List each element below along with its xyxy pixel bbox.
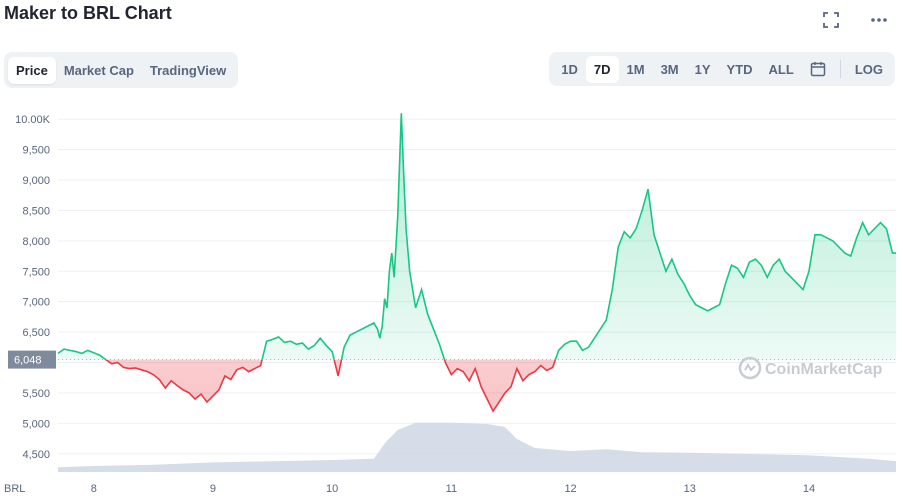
x-tick-label: 9 <box>210 483 216 495</box>
range-1y[interactable]: 1Y <box>694 61 711 77</box>
log-toggle[interactable]: LOG <box>854 61 883 77</box>
tab-price[interactable]: Price <box>8 56 56 84</box>
y-tick-label: 8,000 <box>22 236 50 248</box>
x-tick-label: 12 <box>564 483 576 495</box>
y-tick-label: 5,000 <box>22 418 50 430</box>
range-all[interactable]: ALL <box>768 61 794 77</box>
y-tick-label: 9,000 <box>22 175 50 187</box>
range-7d[interactable]: 7D <box>585 55 619 83</box>
x-tick-label: 14 <box>803 483 815 495</box>
price-area-down <box>58 359 896 412</box>
x-tick-label: 11 <box>446 483 457 495</box>
x-tick-label: 13 <box>684 483 696 495</box>
reference-label: 6,048 <box>14 355 42 367</box>
tab-tradingview[interactable]: TradingView <box>149 62 227 78</box>
calendar-icon[interactable] <box>802 57 834 81</box>
range-1m[interactable]: 1M <box>626 61 645 77</box>
y-tick-label: 8,500 <box>22 205 50 217</box>
watermark-logo-mark <box>744 363 756 372</box>
y-tick-label: 7,000 <box>22 297 50 309</box>
x-tick-label: 8 <box>91 483 97 495</box>
volume-area <box>58 422 896 472</box>
more-icon[interactable] <box>869 10 889 30</box>
y-tick-label: 10.00K <box>15 114 51 126</box>
price-line-up <box>57 113 896 360</box>
y-tick-label: 5,500 <box>22 388 50 400</box>
time-range-selector: 1D 7D 1M 3M 1Y YTD ALL LOG <box>549 52 895 86</box>
range-3m[interactable]: 3M <box>660 61 679 77</box>
y-tick-label: 4,500 <box>22 449 50 461</box>
x-tick-label: 10 <box>326 483 338 495</box>
expand-icon[interactable] <box>821 10 841 30</box>
watermark-logo-icon <box>738 356 762 380</box>
currency-label: BRL <box>4 483 25 495</box>
watermark-text: CoinMarketCap <box>765 361 883 378</box>
page-title: Maker to BRL Chart <box>4 3 172 23</box>
price-line-down <box>104 359 557 413</box>
tab-market-cap[interactable]: Market Cap <box>63 62 134 78</box>
range-ytd[interactable]: YTD <box>726 61 753 77</box>
reference-label-bg <box>8 350 56 369</box>
y-tick-label: 6,500 <box>22 327 50 339</box>
y-tick-label: 9,500 <box>22 145 50 157</box>
top-icons <box>821 10 889 30</box>
chart-type-tabs: Price Market Cap TradingView <box>4 52 239 88</box>
price-area-up <box>58 113 896 360</box>
range-1d[interactable]: 1D <box>561 61 578 77</box>
range-divider <box>839 60 841 78</box>
y-tick-label: 7,500 <box>22 266 50 278</box>
